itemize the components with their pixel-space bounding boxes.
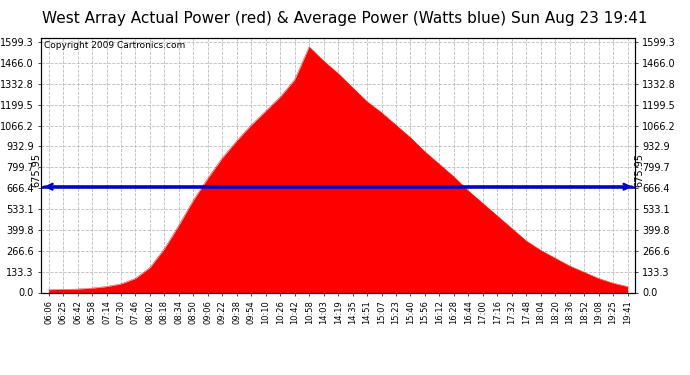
Text: 675.95: 675.95 [32, 153, 41, 187]
Text: West Array Actual Power (red) & Average Power (Watts blue) Sun Aug 23 19:41: West Array Actual Power (red) & Average … [42, 11, 648, 26]
Text: 675.95: 675.95 [635, 153, 644, 187]
Text: Copyright 2009 Cartronics.com: Copyright 2009 Cartronics.com [44, 41, 186, 50]
